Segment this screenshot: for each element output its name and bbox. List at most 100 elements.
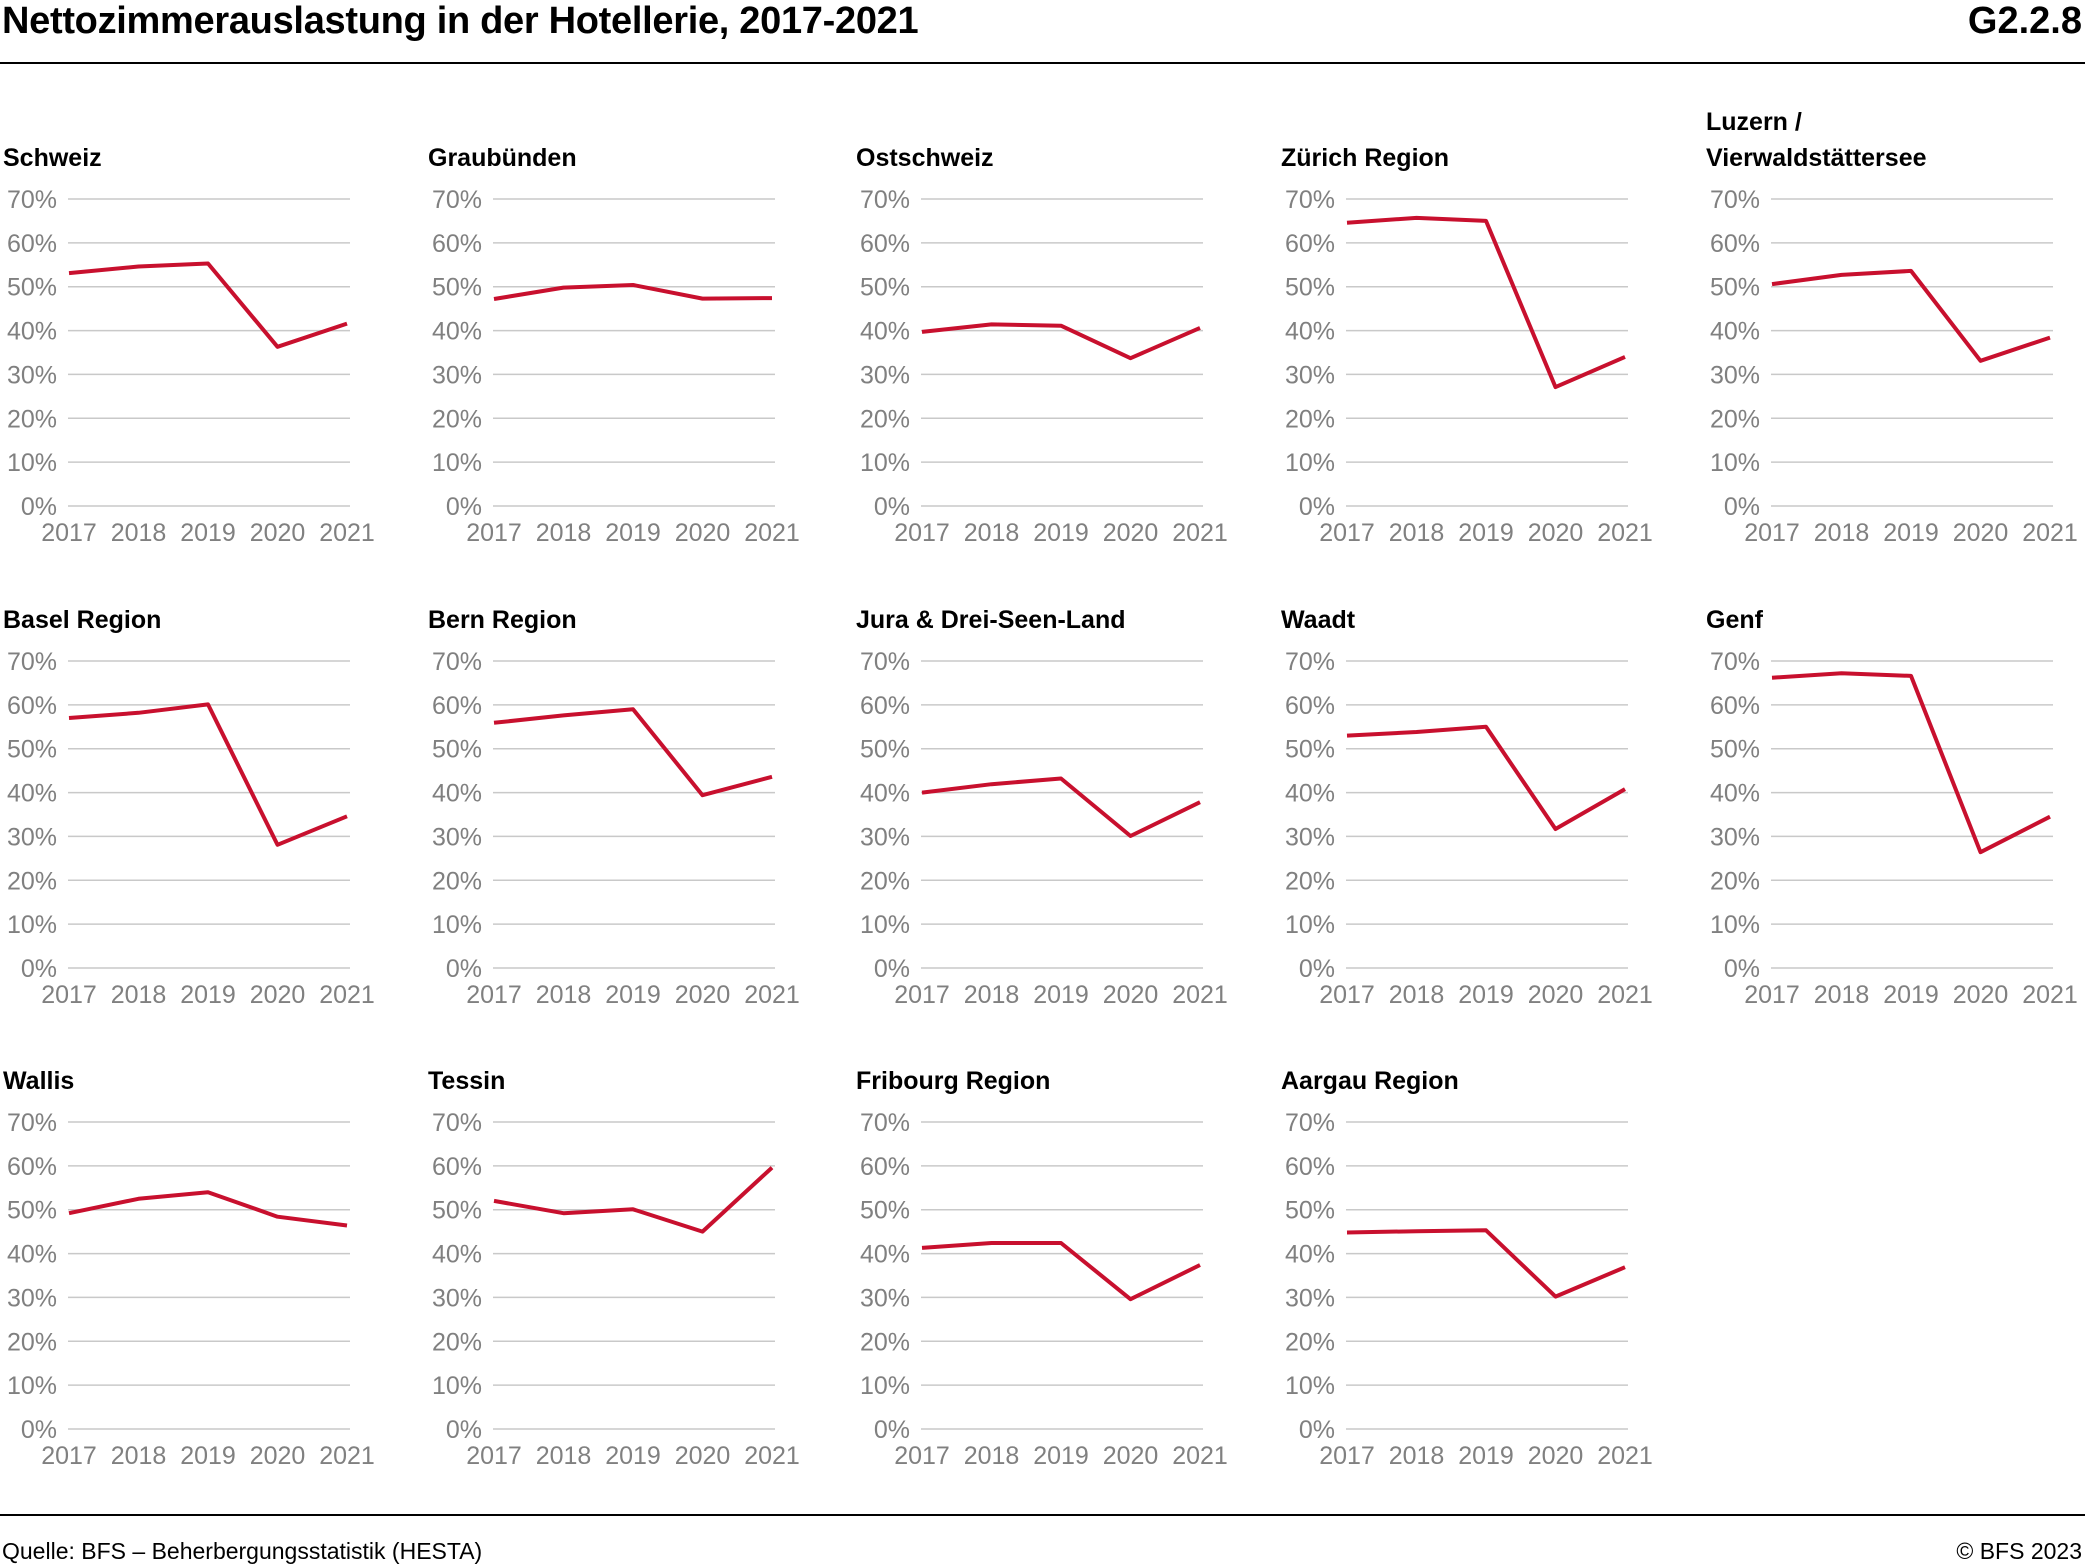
y-tick-label: 60%: [432, 692, 482, 720]
y-tick-label: 30%: [7, 823, 57, 851]
x-tick-label: 2020: [1528, 981, 1584, 1009]
panel-title: Fribourg Region: [856, 1067, 1050, 1095]
x-tick-label: 2019: [1033, 981, 1089, 1009]
panel-title: Luzern /: [1706, 108, 1802, 136]
y-tick-label: 40%: [860, 1241, 910, 1269]
y-tick-label: 30%: [860, 361, 910, 389]
x-tick-label: 2018: [111, 1442, 167, 1470]
panel-title: Tessin: [428, 1067, 505, 1095]
y-tick-label: 60%: [1710, 230, 1760, 258]
y-tick-label: 0%: [446, 955, 482, 983]
y-tick-label: 70%: [7, 648, 57, 676]
y-tick-label: 40%: [432, 1241, 482, 1269]
y-tick-label: 10%: [7, 449, 57, 477]
y-tick-label: 50%: [1285, 274, 1335, 302]
x-tick-label: 2021: [744, 519, 800, 547]
y-tick-label: 40%: [1285, 1241, 1335, 1269]
y-tick-label: 50%: [860, 1197, 910, 1225]
panel-basel-region: Basel Region 0% 10% 20% 30% 40% 50% 60% 70% 2017 2…: [3, 606, 375, 1009]
copyright-note: © BFS 2023: [1956, 1538, 2082, 1564]
x-tick-label: 2021: [1597, 981, 1653, 1009]
series-line: [921, 776, 1201, 838]
y-tick-label: 0%: [1299, 493, 1335, 521]
y-tick-label: 70%: [7, 1109, 57, 1137]
y-tick-label: 10%: [860, 449, 910, 477]
panel-title: Bern Region: [428, 606, 577, 634]
series-line: [1771, 268, 2051, 363]
y-tick-label: 10%: [7, 911, 57, 939]
y-tick-label: 50%: [432, 736, 482, 764]
panel-aargau-region: Aargau Region 0% 10% 20% 30% 40% 50% 60% 70% 2017…: [1281, 1067, 1653, 1470]
panel-title: Aargau Region: [1281, 1067, 1459, 1095]
y-tick-label: 70%: [1285, 648, 1335, 676]
x-tick-label: 2019: [605, 1442, 661, 1470]
series-line: [493, 283, 773, 301]
panel-title: Waadt: [1281, 606, 1356, 634]
y-tick-label: 20%: [1285, 867, 1335, 895]
y-tick-label: 40%: [432, 780, 482, 808]
x-tick-label: 2017: [1744, 981, 1800, 1009]
panel-graub-nden: Graubünden 0% 10% 20% 30% 40% 50% 60% 70% 2017 201…: [428, 144, 800, 547]
panel-title: Zürich Region: [1281, 144, 1449, 172]
x-tick-label: 2019: [1458, 1442, 1514, 1470]
chart-header: Nettozimmerauslastung in der Hotellerie,…: [0, 0, 2085, 64]
panel-luzern-vierwaldst-ttersee: Luzern / Vierwaldstättersee 0% 10% 20% 30% 40%…: [1706, 108, 2078, 547]
y-tick-label: 70%: [860, 1109, 910, 1137]
y-tick-label: 0%: [874, 493, 910, 521]
x-tick-label: 2019: [1033, 519, 1089, 547]
x-tick-label: 2020: [1953, 519, 2009, 547]
y-tick-label: 70%: [7, 186, 57, 214]
y-tick-label: 0%: [446, 1416, 482, 1444]
x-tick-label: 2020: [675, 981, 731, 1009]
y-tick-label: 40%: [1710, 780, 1760, 808]
x-tick-label: 2020: [1528, 519, 1584, 547]
x-tick-label: 2021: [744, 1442, 800, 1470]
footer-rule: [0, 1514, 2085, 1516]
series-line: [1346, 724, 1626, 831]
x-tick-label: 2017: [1319, 981, 1375, 1009]
y-tick-label: 0%: [1724, 955, 1760, 983]
y-tick-label: 60%: [1710, 692, 1760, 720]
panel-fribourg-region: Fribourg Region 0% 10% 20% 30% 40% 50% 60% 70% 20…: [856, 1067, 1228, 1470]
y-tick-label: 40%: [432, 318, 482, 346]
y-tick-label: 0%: [874, 1416, 910, 1444]
y-tick-label: 50%: [432, 274, 482, 302]
y-tick-label: 20%: [432, 867, 482, 895]
y-tick-label: 30%: [432, 1284, 482, 1312]
x-tick-label: 2019: [605, 519, 661, 547]
y-tick-label: 20%: [432, 1328, 482, 1356]
y-tick-label: 60%: [860, 230, 910, 258]
x-tick-label: 2020: [675, 1442, 731, 1470]
x-tick-label: 2019: [1883, 519, 1939, 547]
y-tick-label: 60%: [7, 230, 57, 258]
y-tick-label: 20%: [1710, 867, 1760, 895]
y-tick-label: 0%: [1724, 493, 1760, 521]
x-tick-label: 2020: [1953, 981, 2009, 1009]
x-tick-label: 2018: [536, 1442, 592, 1470]
x-tick-label: 2021: [1597, 1442, 1653, 1470]
series-line: [493, 1166, 774, 1234]
y-tick-label: 50%: [860, 274, 910, 302]
y-tick-label: 30%: [1710, 361, 1760, 389]
panel-waadt: Waadt 0% 10% 20% 30% 40% 50% 60% 70% 2017 2018 2019…: [1281, 606, 1653, 1009]
series-line: [68, 702, 348, 847]
panel-schweiz: Schweiz 0% 10% 20% 30% 40% 50% 60% 70% 2017 2018 20…: [3, 144, 375, 547]
x-tick-label: 2018: [111, 981, 167, 1009]
y-tick-label: 20%: [860, 1328, 910, 1356]
y-tick-label: 60%: [1285, 1153, 1335, 1181]
y-tick-label: 50%: [1285, 736, 1335, 764]
panel-title: Vierwaldstättersee: [1706, 144, 1927, 172]
y-tick-label: 40%: [7, 1241, 57, 1269]
x-tick-label: 2018: [964, 981, 1020, 1009]
x-tick-label: 2021: [744, 981, 800, 1009]
y-tick-label: 20%: [1285, 405, 1335, 433]
y-tick-label: 0%: [1299, 1416, 1335, 1444]
x-tick-label: 2018: [964, 1442, 1020, 1470]
y-tick-label: 70%: [432, 1109, 482, 1137]
y-tick-label: 20%: [1710, 405, 1760, 433]
y-tick-label: 30%: [1285, 361, 1335, 389]
y-tick-label: 40%: [1285, 780, 1335, 808]
x-tick-label: 2017: [894, 981, 950, 1009]
x-tick-label: 2020: [1103, 519, 1159, 547]
y-tick-label: 20%: [1285, 1328, 1335, 1356]
